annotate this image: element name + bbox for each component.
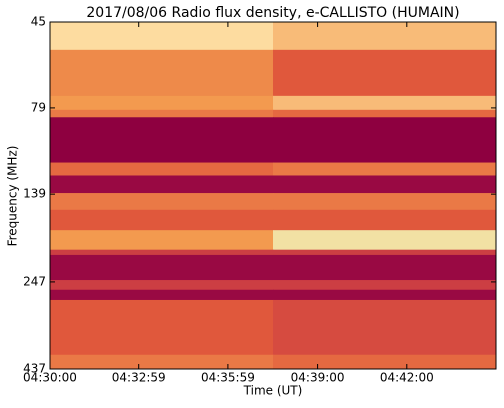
heatmap-cell: [273, 193, 497, 211]
heatmap-cell: [50, 49, 274, 97]
heatmap-cell: [50, 354, 274, 370]
heatmap-cell: [273, 49, 497, 97]
heatmap-cell: [273, 289, 497, 301]
heatmap-cell: [50, 280, 274, 291]
y-tick-label: 45: [31, 15, 46, 29]
heatmap-cell: [273, 117, 497, 164]
x-tick-label: 04:39:00: [291, 371, 345, 385]
y-tick-label: 139: [23, 187, 46, 201]
x-tick-label: 04:42:00: [380, 371, 434, 385]
heatmap-cell: [273, 354, 497, 370]
heatmap-cell: [50, 109, 274, 118]
heatmap-cell: [273, 254, 497, 281]
heatmap-cell: [50, 230, 274, 251]
chart-title: 2017/08/06 Radio flux density, e-CALLIST…: [86, 5, 459, 21]
heatmap-cell: [273, 22, 497, 51]
heatmap-cell: [50, 254, 274, 281]
heatmap-cell: [50, 22, 274, 51]
heatmap-cell: [273, 230, 497, 251]
heatmap-cell: [50, 193, 274, 211]
heatmap-cell: [273, 299, 497, 356]
heatmap-cell: [273, 95, 497, 111]
x-tick-label: 04:32:59: [112, 371, 166, 385]
y-tick-label: 247: [23, 274, 46, 288]
heatmap-cell: [273, 249, 497, 256]
heatmap-cell: [50, 175, 274, 194]
x-tick-label: 04:30:00: [23, 371, 77, 385]
plot-frame: [49, 21, 497, 370]
heatmap-cell: [273, 280, 497, 291]
x-tick-label: 04:35:59: [201, 371, 255, 385]
heatmap-cell: [273, 209, 497, 231]
heatmap-cell: [50, 299, 274, 356]
heatmap: [50, 22, 497, 370]
heatmap-cell: [273, 175, 497, 194]
x-axis-label: Time (UT): [243, 384, 303, 398]
heatmap-cell: [50, 95, 274, 111]
heatmap-cell: [50, 209, 274, 231]
y-tick-label: 437: [23, 362, 46, 376]
heatmap-cell: [273, 109, 497, 118]
heatmap-cell: [50, 117, 274, 164]
heatmap-cell: [273, 162, 497, 176]
heatmap-cell: [50, 249, 274, 256]
heatmap-cell: [50, 289, 274, 301]
y-axis-label: Frequency (MHz): [6, 146, 20, 247]
heatmap-cell: [50, 162, 274, 176]
y-tick-label: 79: [31, 100, 46, 114]
